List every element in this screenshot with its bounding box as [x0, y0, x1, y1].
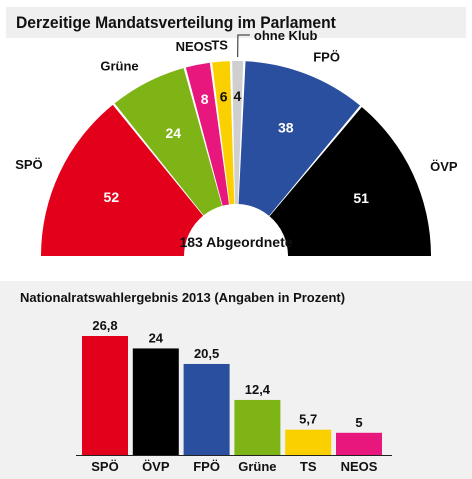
- slice-value-ohne-klub: 4: [233, 88, 241, 104]
- bar-fpoe: [183, 363, 230, 455]
- bar-value-spoe: 26,8: [92, 318, 117, 333]
- bar-category-oevp: ÖVP: [142, 459, 170, 474]
- bar-oevp: [132, 348, 179, 455]
- bar-category-ts: TS: [300, 459, 317, 474]
- slice-value-neos: 8: [201, 91, 209, 107]
- bar-value-fpoe: 20,5: [194, 346, 219, 361]
- slice-value-gruene: 24: [165, 125, 181, 141]
- slice-oevp: [269, 107, 431, 256]
- bar-neos: [336, 432, 382, 455]
- slice-value-oevp: 51: [353, 190, 369, 206]
- bar-category-spoe: SPÖ: [91, 459, 118, 474]
- slice-value-ts: 6: [220, 88, 228, 104]
- slice-ohne-klub: [232, 60, 244, 205]
- slice-label-ohne-klub: ohne Klub: [254, 28, 318, 43]
- slice-value-fpoe: 38: [278, 119, 294, 135]
- bar-value-ts: 5,7: [299, 412, 317, 427]
- bar-value-oevp: 24: [149, 330, 164, 345]
- title-bar: Derzeitige Mandatsverteilung im Parlamen…: [6, 7, 466, 38]
- bar-chart-title: Nationalratswahlergebnis 2013 (Angaben i…: [20, 290, 345, 305]
- slice-label-neos: NEOS: [176, 39, 213, 54]
- bar-category-gruene: Grüne: [238, 459, 276, 474]
- slice-label-ts: TS: [211, 38, 228, 53]
- slice-fpoe: [238, 61, 361, 216]
- slice-value-spoe: 52: [104, 189, 120, 205]
- slice-spoe: [41, 104, 204, 257]
- slice-label-spoe: SPÖ: [15, 157, 42, 172]
- ohne-klub-leader-line: [237, 34, 250, 58]
- slice-neos: [185, 62, 230, 206]
- center-label: 183 Abgeordnete: [179, 234, 292, 250]
- bar-gruene: [234, 399, 281, 455]
- bar-value-gruene: 12,4: [245, 382, 271, 397]
- slice-label-fpoe: FPÖ: [313, 49, 340, 64]
- bar-ts: [285, 429, 332, 455]
- bar-value-neos: 5: [355, 415, 362, 430]
- chart-title: Derzeitige Mandatsverteilung im Parlamen…: [16, 13, 336, 32]
- bar-spoe: [82, 336, 128, 455]
- bar-category-neos: NEOS: [341, 459, 378, 474]
- slice-label-gruene: Grüne: [100, 58, 138, 73]
- slice-label-oevp: ÖVP: [430, 159, 458, 174]
- slice-gruene: [114, 68, 223, 216]
- slice-ts: [212, 61, 235, 205]
- bar-category-fpoe: FPÖ: [193, 459, 220, 474]
